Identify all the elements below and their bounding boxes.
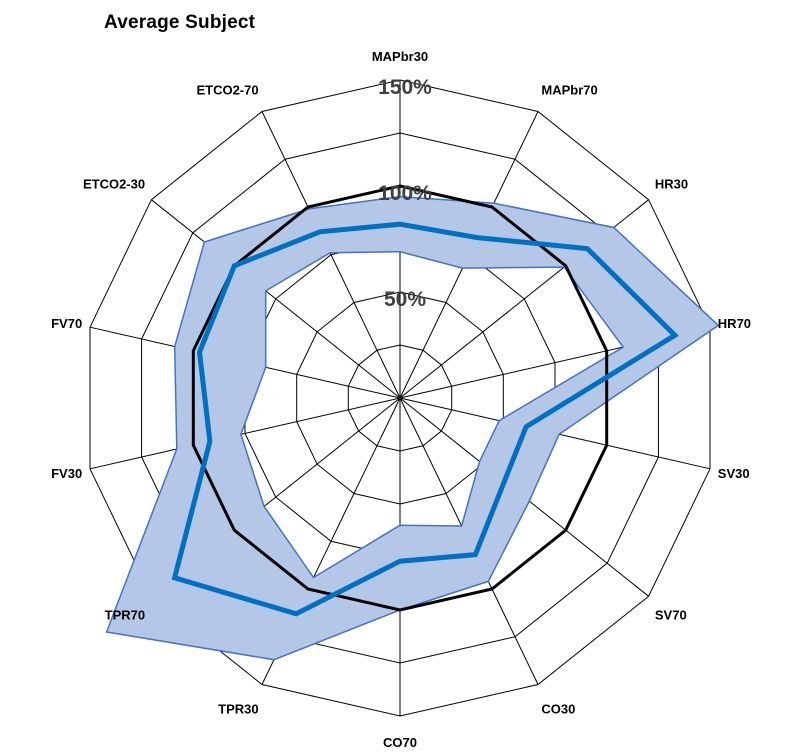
axis-spoke — [151, 199, 401, 399]
chart-title: Average Subject — [104, 12, 256, 33]
axis-label-hr30: HR30 — [655, 176, 688, 191]
band-lower-outline — [240, 250, 625, 579]
axis-label-etco2-30: ETCO2-30 — [83, 176, 145, 191]
axis-label-layer: MAPbr30 MAPbr70 HR30 HR70 SV30 SV70 CO30 CO70 TP… — [51, 49, 751, 750]
axis-label-sv30: SV30 — [718, 466, 750, 481]
ring-label: 100% — [378, 182, 432, 205]
axis-spoke — [89, 397, 401, 470]
axis-label-fv30: FV30 — [51, 466, 82, 481]
axis-spoke — [261, 111, 401, 399]
confidence-band-layer — [105, 195, 720, 661]
axis-label-etco2-70: ETCO2-70 — [196, 83, 258, 98]
mean-series — [171, 221, 679, 617]
axis-label-mapbr30: MAPbr30 — [372, 49, 428, 64]
axis-label-sv70: SV70 — [655, 608, 687, 623]
axis-label-co30: CO30 — [541, 702, 575, 717]
axis-label-hr70: HR70 — [718, 316, 751, 331]
axis-label-mapbr70: MAPbr70 — [541, 83, 597, 98]
axis-label-tpr30: TPR30 — [218, 702, 258, 717]
ring-label: 50% — [384, 288, 426, 311]
series-layer — [171, 184, 679, 617]
ring-label: 150% — [378, 76, 432, 99]
axis-label-tpr70: TPR70 — [105, 608, 145, 623]
confidence-band — [106, 196, 719, 660]
axis-label-co70: CO70 — [383, 735, 417, 750]
axis-label-fv70: FV70 — [51, 316, 82, 331]
ring-label-layer: 50% 100% 150% — [378, 76, 432, 311]
